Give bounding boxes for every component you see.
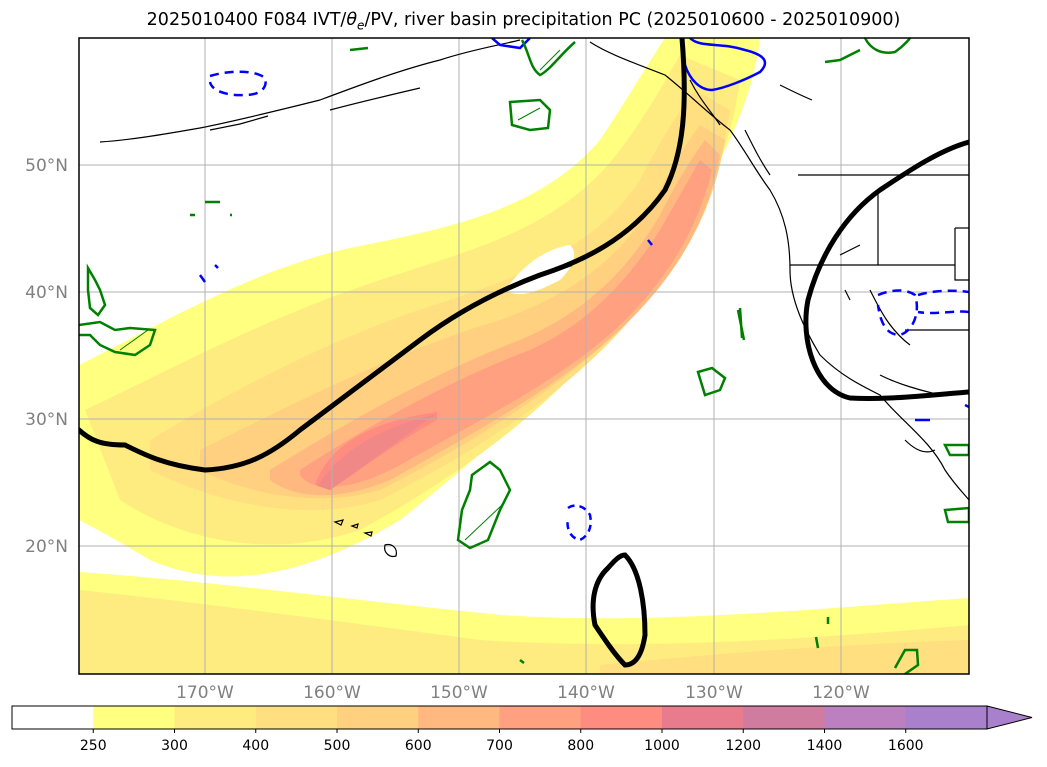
colorbar-tick-label: 1200 — [725, 738, 761, 754]
lat-label-50n: 50°N — [25, 156, 68, 176]
colorbar-segment — [580, 706, 663, 729]
lon-label-170w: 170°W — [176, 683, 234, 703]
colorbar-segment — [12, 706, 94, 729]
colorbar: 250 300 400 500 600 700 800 1000 1200 1400 1600 — [11, 705, 1033, 754]
colorbar-tick-label: 1000 — [644, 738, 680, 754]
colorbar-segment — [662, 706, 744, 729]
ivt-band-1000 — [318, 414, 436, 490]
map-title: 2025010400 F084 IVT/θe/PV, river basin p… — [146, 10, 901, 33]
colorbar-segment — [499, 706, 582, 729]
lat-label-20n: 20°N — [25, 537, 68, 557]
lat-label-30n: 30°N — [25, 410, 68, 430]
lat-label-40n: 40°N — [25, 283, 68, 303]
ivt-south-400 — [600, 640, 969, 674]
colorbar-tick-label: 1600 — [888, 738, 924, 754]
hawaii-islands — [333, 519, 397, 558]
colorbar-segment — [255, 706, 338, 729]
colorbar-tick-label: 500 — [324, 738, 351, 754]
lon-label-160w: 160°W — [303, 683, 361, 703]
lat-labels: 50°N 40°N 30°N 20°N — [25, 156, 68, 557]
colorbar-segment — [93, 706, 175, 729]
lon-labels: 170°W 160°W 150°W 140°W 130°W 120°W — [176, 683, 870, 703]
theta-e-contours — [198, 38, 969, 542]
colorbar-tick-label: 700 — [486, 738, 513, 754]
colorbar-segment — [418, 706, 500, 729]
colorbar-segment — [743, 706, 825, 729]
colorbar-segment — [905, 706, 988, 729]
precip-contours — [79, 38, 969, 674]
lon-label-140w: 140°W — [557, 683, 615, 703]
lon-label-130w: 130°W — [685, 683, 743, 703]
ivt-band-600 — [270, 140, 720, 496]
colorbar-tick-label: 1400 — [807, 738, 843, 754]
colorbar-tick-label: 300 — [161, 738, 188, 754]
grid — [79, 38, 969, 674]
colorbar-tick-label: 400 — [242, 738, 269, 754]
colorbar-tick-label: 250 — [80, 738, 107, 754]
pv-contours — [79, 38, 969, 668]
colorbar-segment — [824, 706, 907, 729]
colorbar-segment — [174, 706, 257, 729]
lon-label-150w: 150°W — [430, 683, 488, 703]
lon-label-120w: 120°W — [812, 683, 870, 703]
colorbar-extend-arrow — [986, 705, 1033, 730]
colorbar-tick-label: 800 — [567, 738, 594, 754]
map-frame — [78, 37, 970, 675]
colorbar-tick-label: 600 — [405, 738, 432, 754]
colorbar-segment — [337, 706, 419, 729]
